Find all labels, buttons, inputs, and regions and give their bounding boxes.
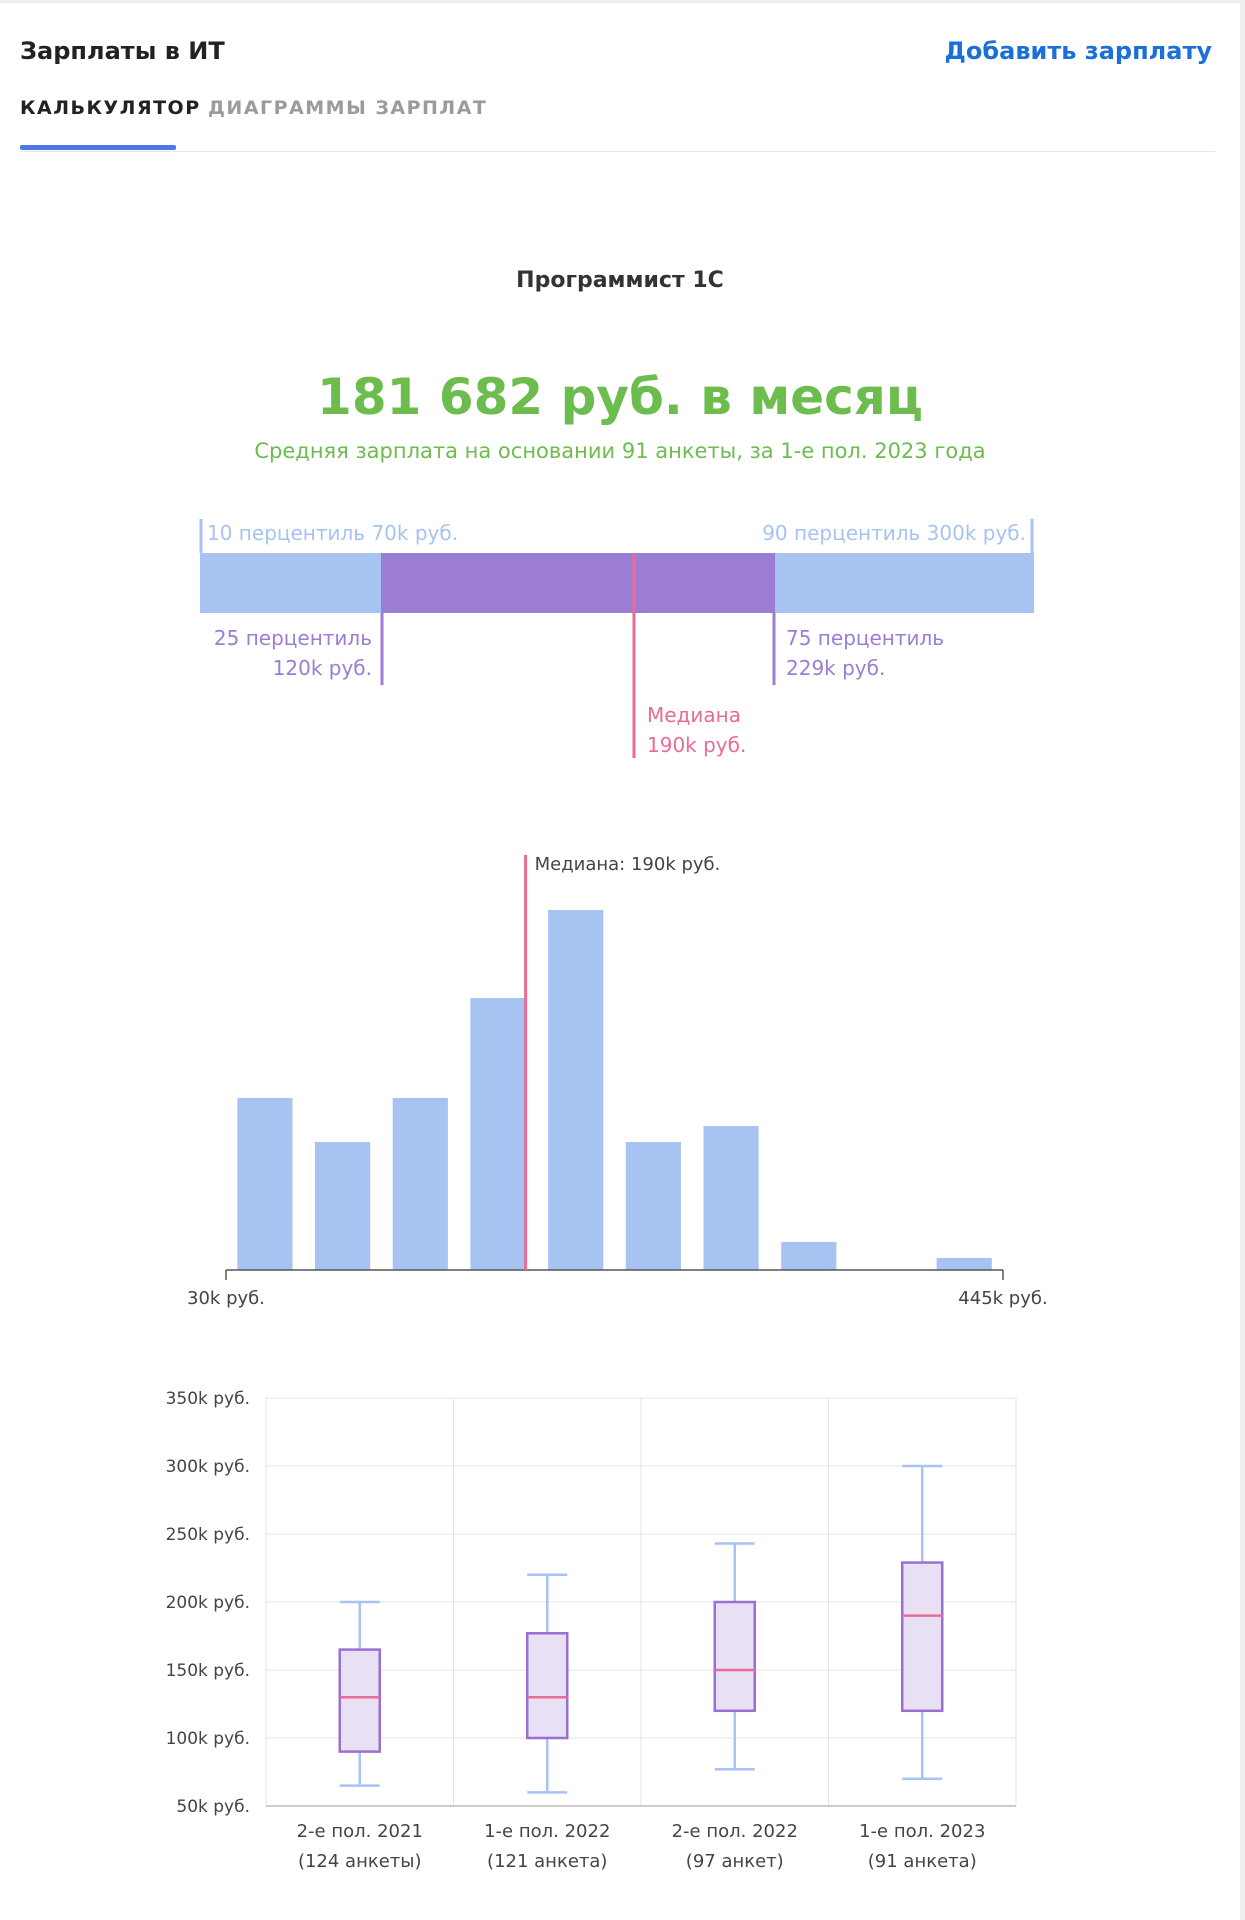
y-tick-label: 150k руб. bbox=[166, 1661, 250, 1681]
p75-label: 75 перцентиль bbox=[786, 626, 944, 650]
period-label: 1-е пол. 2023 bbox=[859, 1821, 985, 1842]
salary-card: Зарплаты в ИТ Добавить зарплату КАЛЬКУЛЯ… bbox=[0, 3, 1240, 1920]
period-label: 2-е пол. 2021 bbox=[297, 1821, 423, 1842]
period-count-label: (91 анкета) bbox=[868, 1851, 977, 1872]
p25-p75-range bbox=[381, 553, 775, 613]
period-label: 2-е пол. 2022 bbox=[672, 1821, 798, 1842]
add-salary-link[interactable]: Добавить зарплату bbox=[944, 37, 1213, 65]
histogram-bar bbox=[315, 1142, 371, 1270]
box-iqr bbox=[713, 1600, 756, 1713]
median-label: Медиана bbox=[647, 703, 741, 727]
active-tab-indicator bbox=[20, 145, 176, 150]
period-count-label: (124 анкеты) bbox=[298, 1851, 422, 1872]
tab-calculator[interactable]: КАЛЬКУЛЯТОР bbox=[20, 97, 201, 119]
histogram-bar bbox=[237, 1098, 293, 1270]
p75-value: 229k руб. bbox=[786, 656, 885, 680]
histogram-max-label: 445k руб. bbox=[958, 1288, 1047, 1309]
histogram-min-label: 30k руб. bbox=[187, 1288, 265, 1309]
box-iqr bbox=[901, 1561, 944, 1713]
average-salary: 181 682 руб. в месяц bbox=[317, 368, 923, 426]
histogram-bar bbox=[470, 998, 526, 1270]
position-title: Программист 1С bbox=[516, 268, 724, 293]
y-tick-label: 350k руб. bbox=[166, 1389, 250, 1409]
histogram-bar bbox=[781, 1242, 837, 1270]
histogram-bar bbox=[936, 1258, 992, 1270]
p25-label: 25 перцентиль bbox=[214, 626, 372, 650]
period-label: 1-е пол. 2022 bbox=[484, 1821, 610, 1842]
y-tick-label: 100k руб. bbox=[166, 1729, 250, 1749]
histogram-bar bbox=[625, 1142, 681, 1270]
y-tick-label: 300k руб. bbox=[166, 1457, 250, 1477]
tab-salary-charts[interactable]: ДИАГРАММЫ ЗАРПЛАТ bbox=[208, 97, 488, 119]
salary-boxplot: 350k руб. 300k руб. 250k руб. 200k руб. 150k… bbox=[166, 1389, 1017, 1872]
box-iqr bbox=[338, 1648, 381, 1753]
p10-label: 10 перцентиль 70k руб. bbox=[207, 521, 458, 545]
box-iqr bbox=[526, 1632, 569, 1740]
median-value: 190k руб. bbox=[647, 733, 746, 757]
p25-value: 120k руб. bbox=[273, 656, 372, 680]
salary-histogram: 30k руб. 445k руб. Медиана: 190k руб. bbox=[187, 854, 1048, 1309]
app-title: Зарплаты в ИТ bbox=[20, 37, 225, 65]
histogram-median-label: Медиана: 190k руб. bbox=[535, 854, 721, 875]
p90-label: 90 перцентиль 300k руб. bbox=[762, 521, 1026, 545]
y-tick-label: 50k руб. bbox=[176, 1797, 250, 1817]
histogram-bar bbox=[392, 1098, 448, 1270]
tab-bar: КАЛЬКУЛЯТОР ДИАГРАММЫ ЗАРПЛАТ bbox=[20, 91, 1215, 152]
percentile-bar: 10 перцентиль 70k руб. 90 перцентиль 300… bbox=[199, 519, 1034, 758]
average-salary-subtitle: Средняя зарплата на основании 91 анкеты,… bbox=[254, 439, 986, 463]
y-tick-label: 200k руб. bbox=[166, 1593, 250, 1613]
period-count-label: (97 анкет) bbox=[686, 1851, 784, 1872]
histogram-bar bbox=[548, 910, 604, 1270]
histogram-bar bbox=[703, 1126, 759, 1270]
y-tick-label: 250k руб. bbox=[166, 1525, 250, 1545]
period-count-label: (121 анкета) bbox=[487, 1851, 607, 1872]
